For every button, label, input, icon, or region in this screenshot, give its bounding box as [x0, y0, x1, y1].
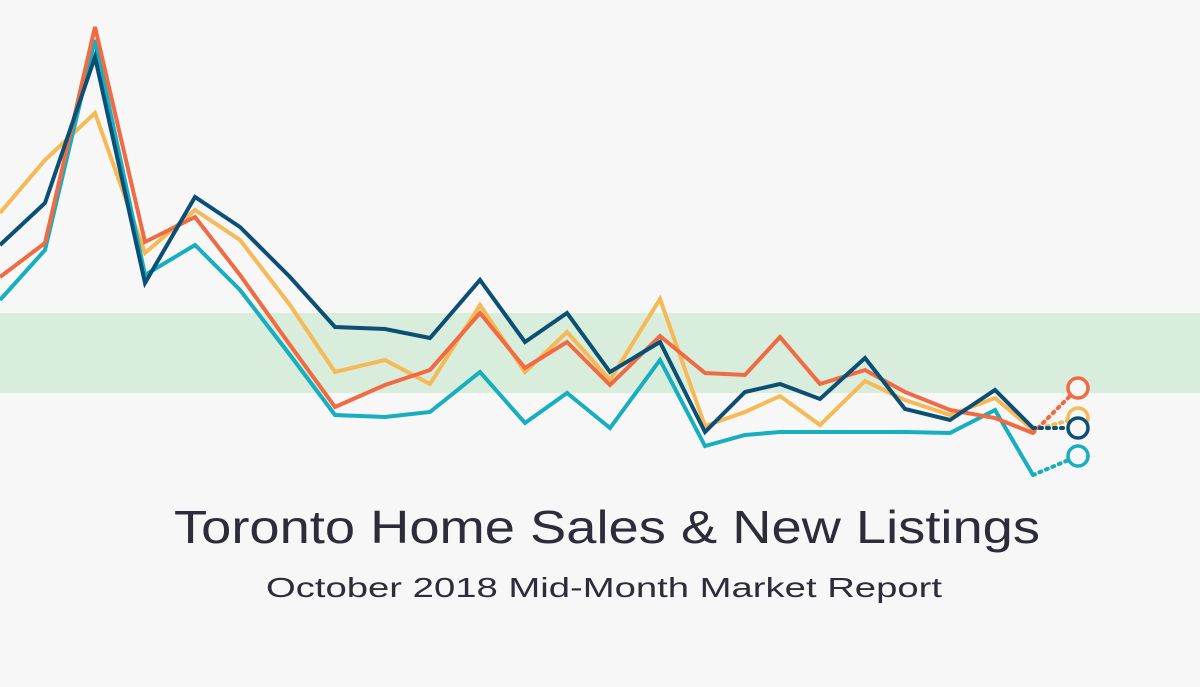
band: [0, 313, 1200, 393]
chart-subtitle: October 2018 Mid-Month Market Report: [266, 572, 942, 603]
projection-line: [1031, 457, 1071, 477]
series-line: [0, 109, 1035, 432]
series-line: [0, 26, 1034, 435]
plot: [0, 26, 1200, 477]
series-line: [0, 49, 1035, 436]
projection-marker: [1066, 416, 1090, 440]
series-line: [0, 39, 1035, 477]
projection-marker: [1066, 376, 1090, 400]
projection-marker: [1066, 444, 1090, 468]
chart-title: Toronto Home Sales & New Listings: [174, 501, 1040, 553]
